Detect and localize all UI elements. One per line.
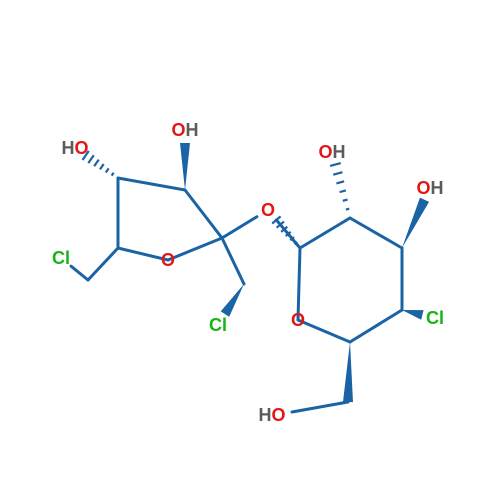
bond bbox=[185, 190, 222, 238]
wedge-solid bbox=[402, 310, 424, 320]
atom-label-OH_4: OH bbox=[416, 178, 443, 198]
atom-label-Cl_1: Cl bbox=[52, 248, 70, 268]
wedge-solid bbox=[180, 143, 190, 190]
bond bbox=[222, 217, 257, 238]
bond bbox=[350, 218, 402, 248]
atom-label-O_f: O bbox=[161, 250, 175, 270]
atom-label-HO_5: HO bbox=[258, 405, 285, 425]
bond bbox=[118, 178, 185, 190]
bond bbox=[350, 310, 402, 342]
bond bbox=[298, 320, 350, 342]
wedge-hashed bbox=[330, 163, 349, 209]
atom-label-O_p: O bbox=[291, 310, 305, 330]
atom-label-O_gly: O bbox=[261, 200, 275, 220]
wedge-solid bbox=[402, 198, 429, 248]
atom-label-OH_3: OH bbox=[318, 142, 345, 162]
atom-label-Cl_2: Cl bbox=[209, 315, 227, 335]
atom-label-Cl_3: Cl bbox=[426, 308, 444, 328]
bond bbox=[292, 402, 348, 412]
atom-label-OH_2: OH bbox=[171, 120, 198, 140]
wedge-solid bbox=[221, 284, 244, 317]
bond bbox=[300, 218, 350, 248]
bond bbox=[222, 238, 244, 284]
molecule-diagram: HO OH Cl O Cl O OH OH Cl O HO bbox=[0, 0, 500, 500]
bond bbox=[168, 238, 222, 260]
atom-label-HO_1: HO bbox=[61, 138, 88, 158]
wedge-solid bbox=[343, 342, 353, 402]
